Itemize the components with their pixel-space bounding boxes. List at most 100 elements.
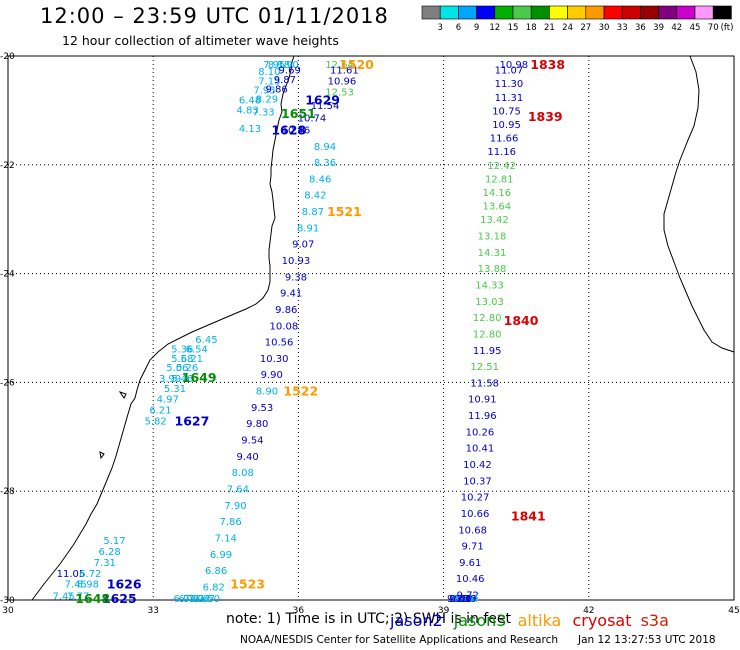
legend-jason3: jason3 [453,611,507,630]
wave-height-value: 8.10 [258,67,280,78]
colorbar-unit: (ft) [721,23,734,33]
colorbar-swatch [567,5,587,20]
wave-height-value: 11.61 [330,66,359,77]
wave-height-value: 12.42 [487,161,516,172]
wave-height-value: 8.90 [256,387,278,398]
colorbar-swatch [476,5,496,20]
wave-height-value: 10.68 [458,525,487,536]
graticule: 30 33 36 39 42 45 -20 -22 -24 -26 -28 -30 [0,52,740,616]
wave-height-value: 9.38 [285,272,307,283]
wave-height-value: 8.83 [452,594,474,605]
wave-height-value: 11.31 [495,93,524,104]
pass-time-label: 1840 [504,313,539,328]
colorbar-swatch [494,5,514,20]
wave-height-value: 12.80 [473,329,502,340]
lon-tick-label: 33 [147,606,158,616]
colorbar-tick-label: 42 [671,23,682,33]
satellite-legend: jason2 jason3 altika cryosat s3a [390,611,669,630]
wave-height-value: 7.31 [94,558,116,569]
coastline [31,55,735,601]
wave-height-value: 8.87 [302,207,324,218]
colorbar-swatch [712,5,732,20]
pass-time-label: 1523 [230,577,265,592]
colorbar-swatch [512,5,532,20]
colorbar-tick-label: 70 [708,23,719,33]
wave-height-value: 8.94 [314,142,336,153]
wave-height-value: 10.74 [298,113,327,124]
wave-height-value: 7.50 [198,594,220,605]
wave-height-value: 6.21 [149,406,171,417]
pass-time-label: 1627 [175,413,210,428]
wave-height-value: 11.16 [487,147,516,158]
wave-height-value: 10.26 [466,427,495,438]
legend-cryosat: cryosat [572,611,632,630]
wave-height-value: 6.54 [186,345,208,356]
pass-time-label: 1625 [102,591,137,606]
wave-height-value: 6.28 [99,547,121,558]
wave-height-value: 9.45 [454,594,476,605]
wave-height-value: 9.86 [265,85,287,96]
lat-tick-label: -28 [0,487,15,497]
wave-height-value: 9.80 [246,419,268,430]
wave-height-value: 7.21 [183,594,205,605]
wave-height-value: 9.61 [459,558,481,569]
wave-height-value: 9.40 [236,452,258,463]
wave-height-value: 10.41 [466,444,495,455]
colorbar-tick-label: 12 [489,23,500,33]
wave-height-value: 9.90 [261,370,283,381]
wave-height-value: 6.99 [210,550,232,561]
colorbar-tick-label: 18 [526,23,537,33]
wave-height-value: 6.71 [178,594,200,605]
wave-height-value: 12.53 [325,87,354,98]
credit-line: NOAA/NESDIS Center for Satellite Applica… [240,634,558,646]
pass-time-label: 1841 [511,509,546,524]
lat-tick-label: -30 [0,596,15,606]
wave-height-value: 7.14 [215,533,237,544]
wave-height-value: 10.66 [461,509,490,520]
wave-height-value: 9.72 [457,591,479,602]
wave-height-value: 9.07 [292,240,314,251]
wave-height-value: 8.36 [314,158,336,169]
lon-tick-label: 30 [2,606,14,616]
wave-height-value: 9.53 [251,403,273,414]
lat-tick-label: -22 [0,161,15,171]
colorbar-tick-label: 39 [653,23,664,33]
colorbar-tick-label: 33 [617,23,628,33]
wave-height-value: 4.97 [157,395,179,406]
pass-time-label: 1651 [281,106,316,121]
wave-height-value: 5.36 [171,345,193,356]
colorbar-swatch [603,5,623,20]
wave-height-value: 3.99 [159,374,181,385]
wave-height-value: 8.42 [304,191,326,202]
colorbar-swatch [640,5,659,20]
wave-height-value: 14.31 [478,248,507,259]
wave-height-value: 7.45 [53,592,75,603]
colorbar-swatch [694,5,714,20]
wave-height-value: 5.26 [176,363,198,374]
wave-height-value: 13.88 [478,264,507,275]
coast-islet-1 [118,391,127,399]
wave-height-value: 8.93 [452,594,474,605]
wave-height-value: 12.81 [485,174,514,185]
wave-height-value: 11.95 [473,346,502,357]
wave-height-value: 6.86 [205,566,227,577]
wave-height-value: 9.63 [449,594,471,605]
wave-height-value: 10.75 [492,106,521,117]
wave-height-value: 5.17 [103,536,125,547]
wave-height-value: 7.33 [252,107,274,118]
pass-time-label: 1649 [182,370,217,385]
colorbar-swatch [530,5,550,20]
wave-height-value: 11.54 [311,101,340,112]
wave-height-value: 9.39 [454,594,476,605]
lat-tick-label: -24 [0,270,15,280]
lon-tick-label: 42 [583,606,594,616]
colorbar-tick-label: 36 [635,23,646,33]
map-border [7,55,735,601]
pass-time-label: 1839 [528,109,563,124]
pass-time-label: 1629 [305,93,340,108]
wave-height-value: 9.86 [275,305,297,316]
wave-height-value: 10.95 [492,120,521,131]
wave-height-value: 10.27 [461,493,490,504]
wave-height-value: 9.54 [241,436,263,447]
wave-height-value: 6.45 [195,335,217,346]
